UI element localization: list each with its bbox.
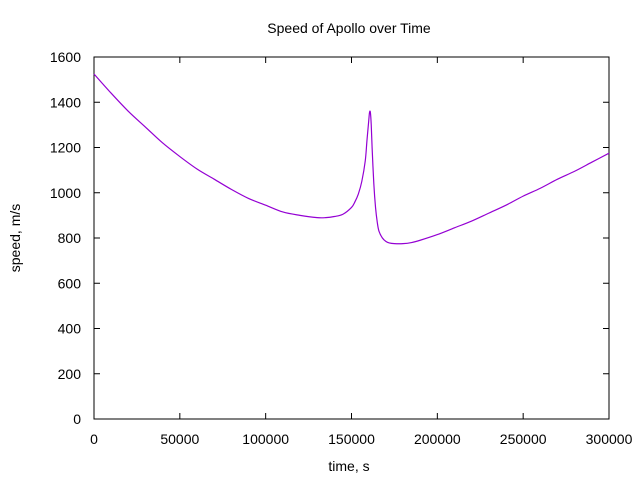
chart-title: Speed of Apollo over Time <box>267 20 431 36</box>
y-tick-label: 800 <box>58 230 82 246</box>
y-tick-label: 600 <box>58 275 82 291</box>
y-tick-label: 1600 <box>50 49 81 65</box>
x-axis-label: time, s <box>328 458 369 474</box>
x-axis: 0 50000 100000 150000 200000 250000 300000 <box>90 57 633 447</box>
plot-border <box>93 56 610 420</box>
x-tick-label: 0 <box>90 431 98 447</box>
y-tick-label: 0 <box>73 411 81 427</box>
y-tick-label: 1200 <box>50 140 81 156</box>
y-axis: 0 200 400 600 800 1000 1200 1400 1600 <box>50 49 609 427</box>
x-tick-label: 100000 <box>242 431 289 447</box>
x-tick-label: 200000 <box>414 431 461 447</box>
x-tick-label: 150000 <box>328 431 375 447</box>
y-tick-label: 200 <box>58 366 82 382</box>
x-tick-label: 50000 <box>160 431 199 447</box>
x-tick-label: 250000 <box>500 431 547 447</box>
y-tick-label: 1400 <box>50 94 81 110</box>
y-tick-label: 1000 <box>50 185 81 201</box>
y-axis-label: speed, m/s <box>7 204 23 272</box>
series <box>93 73 610 245</box>
x-tick-label: 300000 <box>586 431 633 447</box>
y-tick-label: 400 <box>58 321 82 337</box>
speed-line <box>93 73 610 245</box>
plot-frame <box>93 56 610 420</box>
